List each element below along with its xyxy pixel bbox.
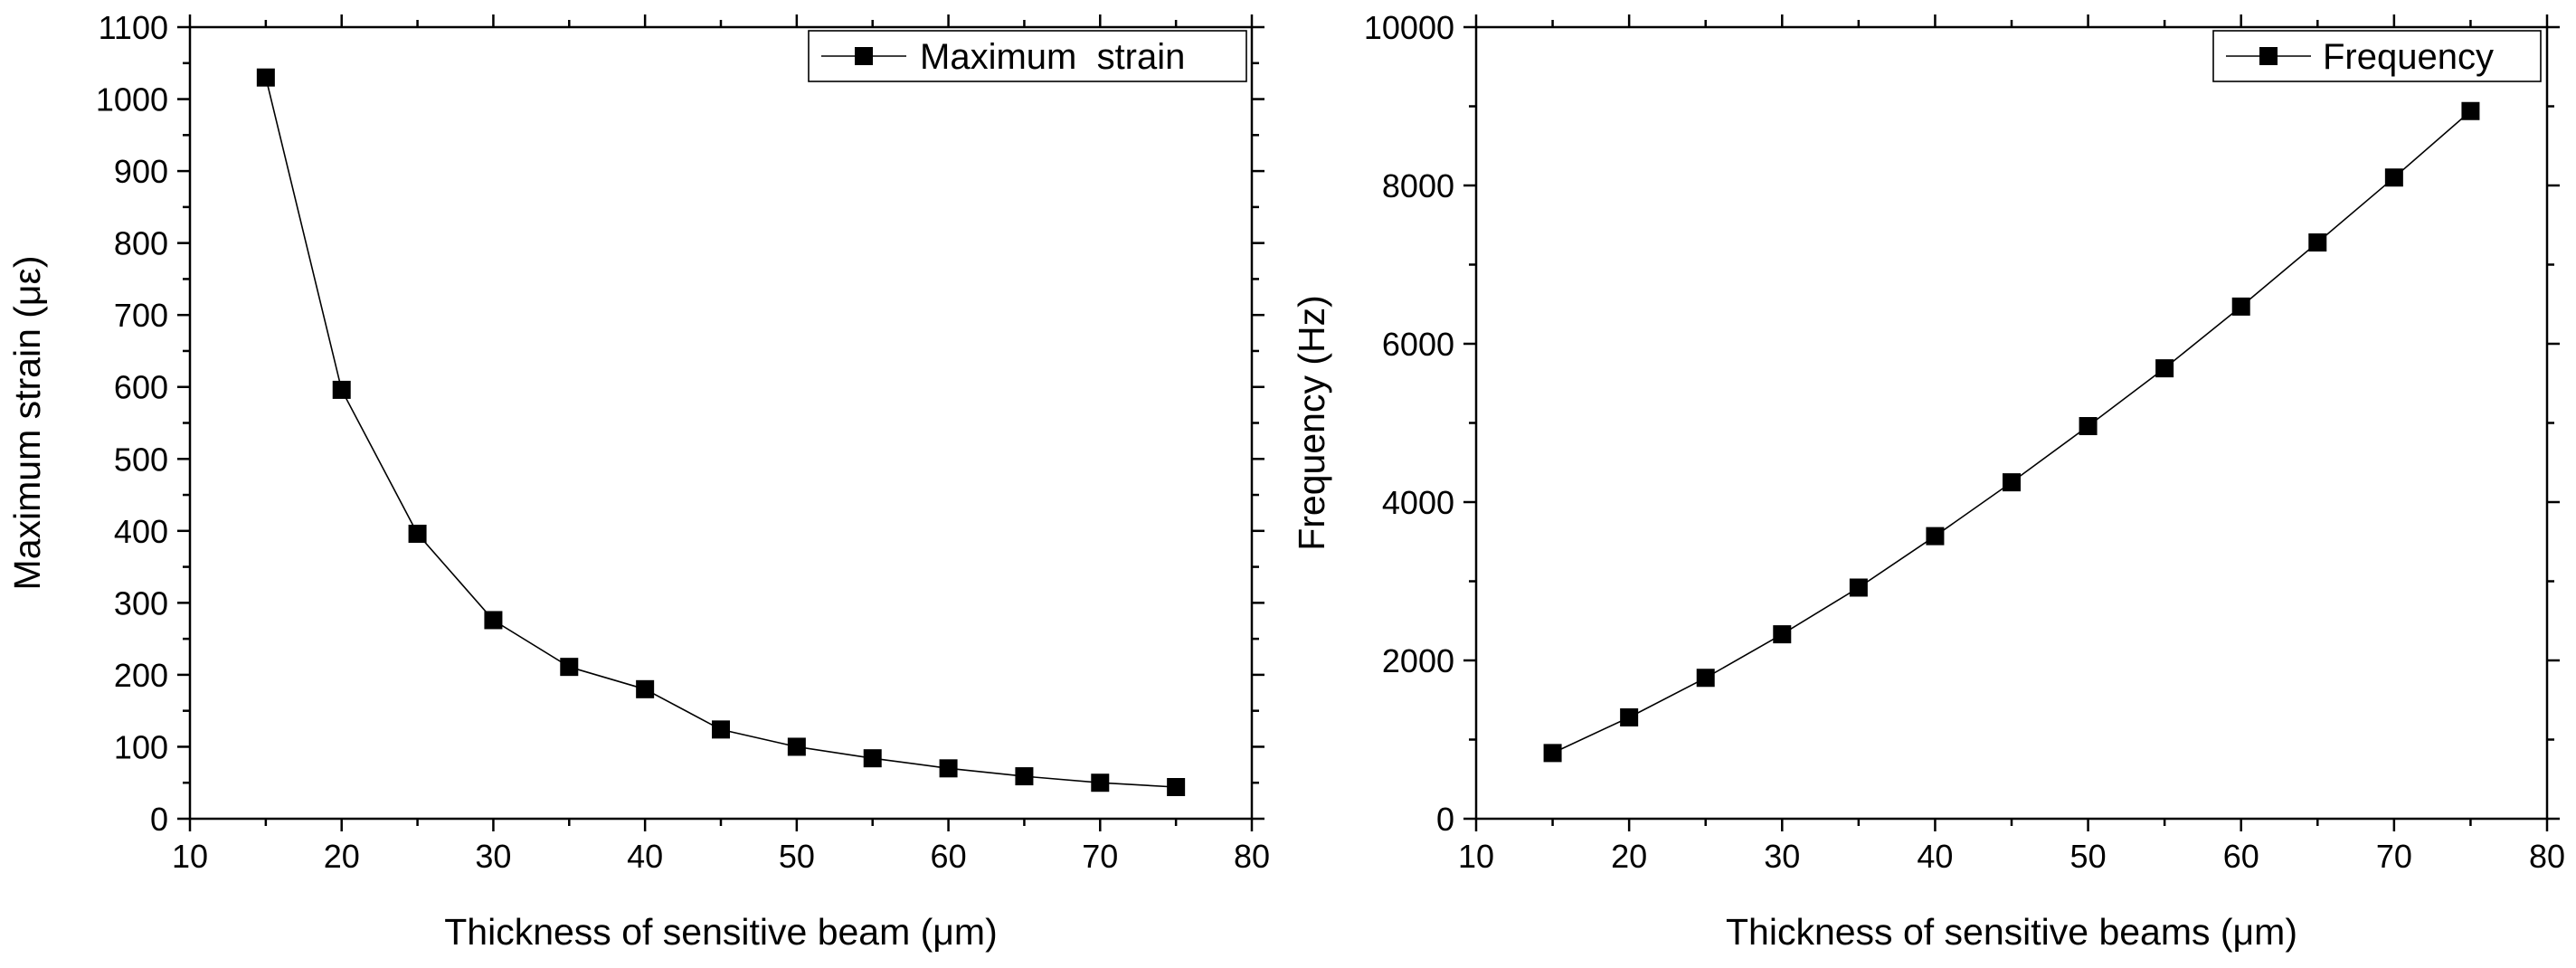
y-tick-label: 200 [114, 657, 168, 694]
y-tick-label: 0 [150, 801, 168, 838]
data-point [256, 68, 275, 87]
x-tick-label: 40 [627, 838, 663, 875]
x-tick-label: 60 [931, 838, 967, 875]
data-point [484, 611, 503, 630]
plot-frame [1474, 25, 2549, 821]
data-point [2231, 297, 2250, 316]
y-tick-label: 700 [114, 297, 168, 334]
y-tick-label: 400 [114, 513, 168, 550]
y-tick-label: 2000 [1382, 642, 1454, 679]
data-point [1696, 669, 1715, 688]
x-tick-label: 50 [779, 838, 815, 875]
y-tick-label: 10000 [1364, 9, 1454, 46]
y-tick-label: 8000 [1382, 167, 1454, 204]
x-tick-label: 60 [2223, 838, 2259, 875]
y-axis-label: Maximum strain (με) [6, 256, 48, 591]
data-point [787, 737, 806, 756]
y-tick-label: 1100 [99, 9, 168, 46]
data-point [332, 380, 351, 399]
data-point [2155, 359, 2174, 378]
data-point [2079, 417, 2098, 435]
x-tick-label: 80 [2529, 838, 2565, 875]
y-tick-label: 800 [114, 225, 168, 262]
data-point [1543, 744, 1562, 763]
plot-frame [188, 25, 1254, 821]
x-axis-label: Thickness of sensitive beams (μm) [1726, 911, 2297, 953]
data-point [939, 759, 958, 778]
x-tick-label: 10 [172, 838, 208, 875]
data-point [2308, 233, 2327, 251]
x-tick-label: 70 [1082, 838, 1118, 875]
data-point [1849, 578, 1868, 597]
data-point [1926, 527, 1945, 546]
x-tick-label: 30 [1764, 838, 1800, 875]
legend-marker [2259, 47, 2278, 65]
y-axis-label: Frequency (Hz) [1291, 295, 1332, 551]
x-tick-label: 80 [1234, 838, 1270, 875]
x-tick-label: 40 [1917, 838, 1953, 875]
data-point [1620, 708, 1639, 726]
data-point [1773, 625, 1792, 644]
x-tick-label: 20 [324, 838, 360, 875]
chart-frequency: 10 20 30 40 50 60 70 80 0 2000 4000 6000 8000 10000 Th… [1291, 9, 2565, 953]
data-point [1167, 778, 1186, 796]
legend-label: Frequency [2323, 37, 2494, 77]
data-point [863, 749, 882, 768]
data-point [408, 525, 427, 543]
y-tick-label: 900 [114, 153, 168, 190]
x-tick-label: 50 [2070, 838, 2107, 875]
series-line [265, 77, 1177, 788]
data-point [2003, 473, 2021, 492]
data-point [1015, 767, 1034, 786]
data-point [2384, 168, 2403, 187]
data-point [2461, 101, 2480, 120]
data-point [636, 679, 655, 698]
y-tick-label: 4000 [1382, 484, 1454, 521]
y-tick-label: 100 [114, 728, 168, 765]
data-point [1091, 773, 1110, 792]
y-tick-label: 600 [114, 369, 168, 406]
data-point [712, 720, 730, 739]
y-tick-label: 0 [1436, 801, 1454, 838]
y-tick-label: 500 [114, 441, 168, 478]
series-line [1552, 110, 2471, 754]
chart-maximum-strain: 10 20 30 40 50 60 70 80010020030040050060070080… [6, 9, 1270, 953]
x-tick-label: 30 [475, 838, 511, 875]
y-tick-label: 6000 [1382, 326, 1454, 363]
x-axis-label: Thickness of sensitive beam (μm) [444, 911, 997, 953]
x-tick-label: 10 [1458, 838, 1494, 875]
x-tick-label: 20 [1611, 838, 1647, 875]
x-tick-label: 70 [2376, 838, 2412, 875]
legend-label: Maximum strain [920, 37, 1185, 77]
y-tick-label: 1000 [96, 81, 168, 119]
legend-marker [855, 47, 873, 65]
data-point [560, 658, 579, 677]
y-tick-label: 300 [114, 584, 168, 622]
